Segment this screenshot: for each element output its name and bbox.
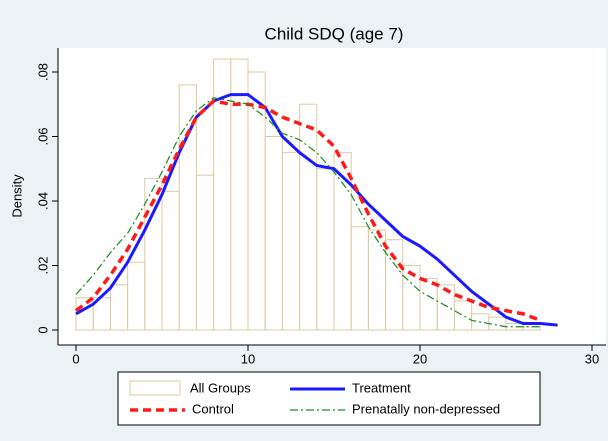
plot-area (58, 48, 606, 345)
y-tick-label: .06 (35, 127, 50, 145)
density-line (74, 99, 542, 322)
y-axis-label: Density (9, 174, 24, 218)
legend-label: Control (192, 401, 234, 416)
legend-swatch (129, 380, 181, 396)
x-tick-label: 30 (585, 351, 599, 366)
legend-label: All Groups (190, 380, 251, 395)
legend (117, 371, 541, 426)
legend-label: Prenatally non-depressed (352, 401, 500, 416)
y-tick-label: 0 (35, 326, 50, 333)
density-line (75, 97, 541, 328)
y-tick-label: .02 (35, 256, 50, 274)
y-tick-label: .04 (35, 192, 50, 210)
y-tick-label: .08 (35, 63, 50, 81)
x-tick-label: 0 (72, 351, 79, 366)
x-tick-label: 20 (413, 351, 427, 366)
density-line (75, 93, 558, 327)
legend-label: Treatment (352, 380, 411, 395)
chart-title: Child SDQ (age 7) (265, 24, 404, 43)
x-tick-label: 10 (241, 351, 255, 366)
